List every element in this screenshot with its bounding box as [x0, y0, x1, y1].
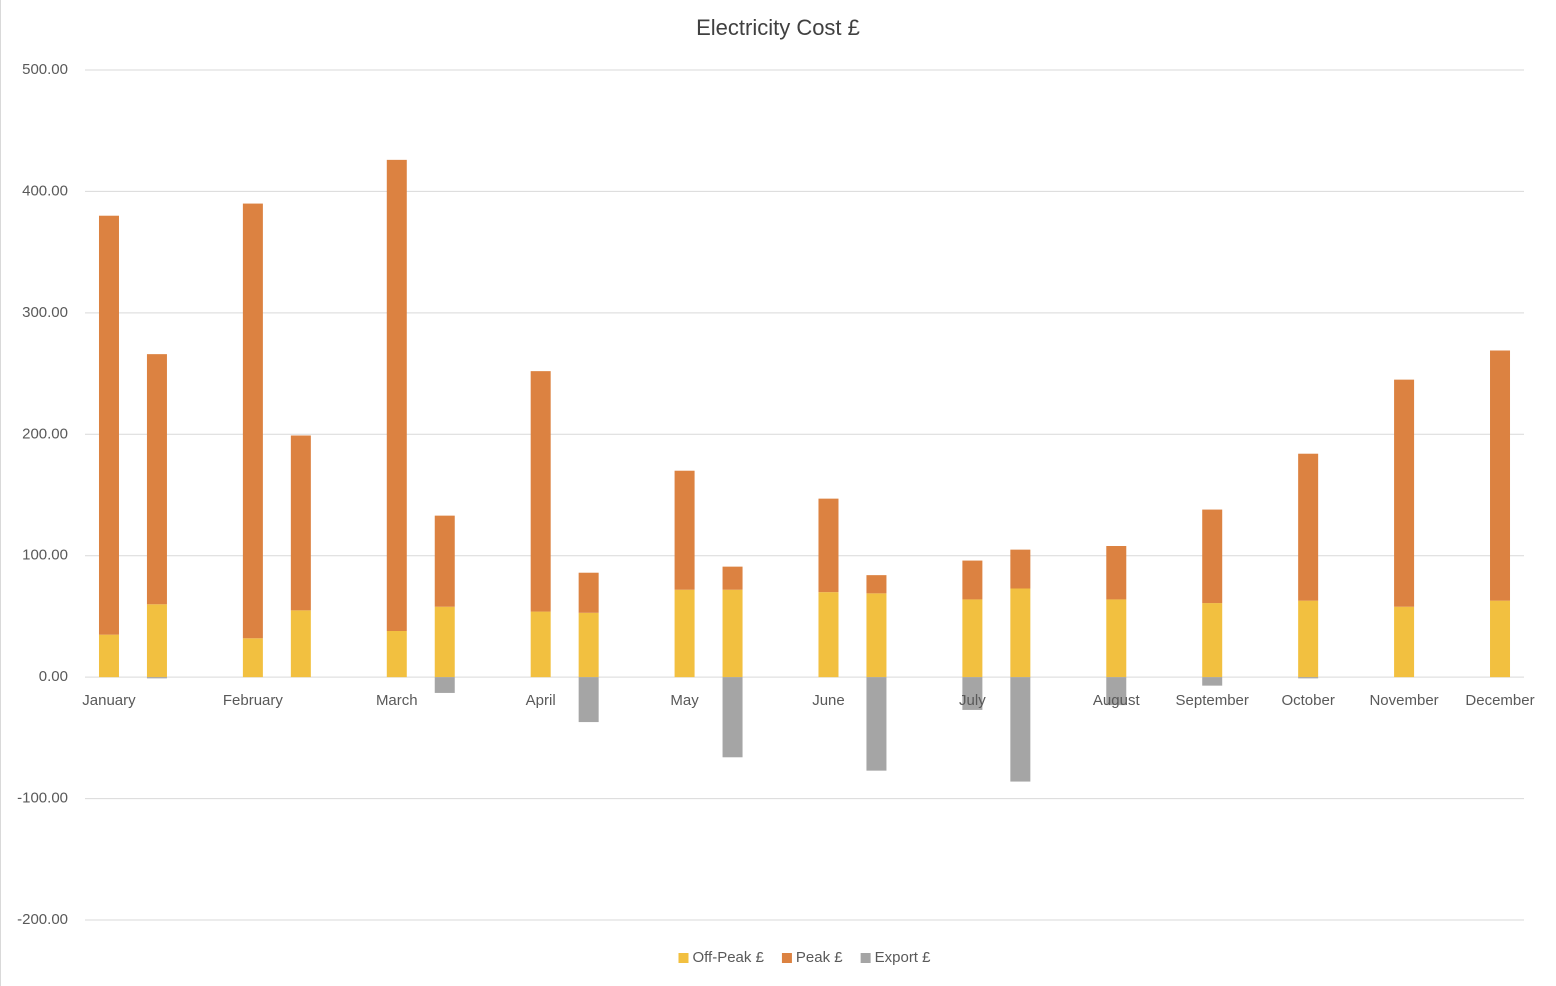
legend-label: Off-Peak £ [692, 949, 764, 966]
x-tick-label: August [1093, 692, 1141, 709]
bar-segment [386, 631, 407, 678]
bar-segment [242, 203, 263, 639]
bar-segment [674, 589, 695, 678]
y-tick-label: -100.00 [17, 790, 68, 807]
x-tick-label: October [1281, 692, 1334, 709]
bar-segment [818, 498, 839, 593]
x-tick-label: September [1176, 692, 1249, 709]
legend-swatch [678, 953, 689, 963]
bar-segment [866, 677, 887, 771]
bar-segment [242, 638, 263, 678]
bar-segment [98, 215, 119, 635]
bar-segment [146, 604, 167, 678]
bar-segment [866, 593, 887, 678]
bar-segment [1394, 606, 1415, 678]
bar-segment [290, 435, 311, 611]
bar-segment [1490, 600, 1511, 678]
y-tick-label: 500.00 [22, 61, 68, 78]
bar-segment [1298, 677, 1319, 679]
legend-swatch [860, 953, 871, 963]
y-tick-label: 400.00 [22, 182, 68, 199]
x-tick-label: July [959, 692, 986, 709]
bar-segment [1010, 549, 1031, 589]
x-tick-label: April [526, 692, 556, 709]
bar-segment [1010, 588, 1031, 678]
bar-segment [722, 589, 743, 678]
x-tick-label: May [670, 692, 699, 709]
bar-segment [1106, 546, 1127, 600]
bar-segment [578, 612, 599, 678]
bar-segment [1394, 379, 1415, 607]
bar-segment [386, 159, 407, 631]
bar-segment [530, 371, 551, 612]
y-tick-label: -200.00 [17, 911, 68, 928]
bar-segment [1010, 677, 1031, 782]
bar-segment [1202, 603, 1223, 678]
bar-segment [530, 611, 551, 678]
legend-label: Peak £ [796, 949, 843, 966]
bar-segment [866, 575, 887, 594]
bar-segment [722, 566, 743, 590]
y-tick-label: 100.00 [22, 547, 68, 564]
bar-segment [434, 606, 455, 678]
legend-label: Export £ [875, 949, 932, 966]
bar-segment [578, 677, 599, 723]
bar-segment [722, 677, 743, 758]
bar-segment [1202, 677, 1223, 686]
y-tick-label: 300.00 [22, 304, 68, 321]
bar-segment [434, 677, 455, 693]
bar-segment [1106, 677, 1127, 706]
chart-title: Electricity Cost £ [696, 15, 860, 40]
bar-segment [1106, 599, 1127, 678]
bar-segment [818, 592, 839, 678]
bar-segment [674, 470, 695, 590]
bar-segment [962, 560, 983, 600]
bar-segment [98, 634, 119, 678]
bar-segment [290, 610, 311, 678]
bar-segment [962, 599, 983, 678]
bar-segment [1298, 453, 1319, 601]
x-tick-label: December [1465, 692, 1534, 709]
x-tick-label: January [82, 692, 136, 709]
bar-segment [578, 572, 599, 613]
bar-segment [434, 515, 455, 607]
bar-segment [1202, 509, 1223, 604]
bar-segment [962, 677, 983, 710]
x-tick-label: November [1369, 692, 1438, 709]
x-tick-label: March [376, 692, 418, 709]
bar-segment [1490, 350, 1511, 601]
y-tick-label: 0.00 [39, 668, 68, 685]
x-tick-label: February [223, 692, 284, 709]
legend-swatch [781, 953, 792, 963]
y-tick-label: 200.00 [22, 425, 68, 442]
bar-segment [1298, 600, 1319, 678]
x-tick-label: June [812, 692, 845, 709]
bar-segment [146, 677, 167, 679]
bar-segment [146, 354, 167, 605]
